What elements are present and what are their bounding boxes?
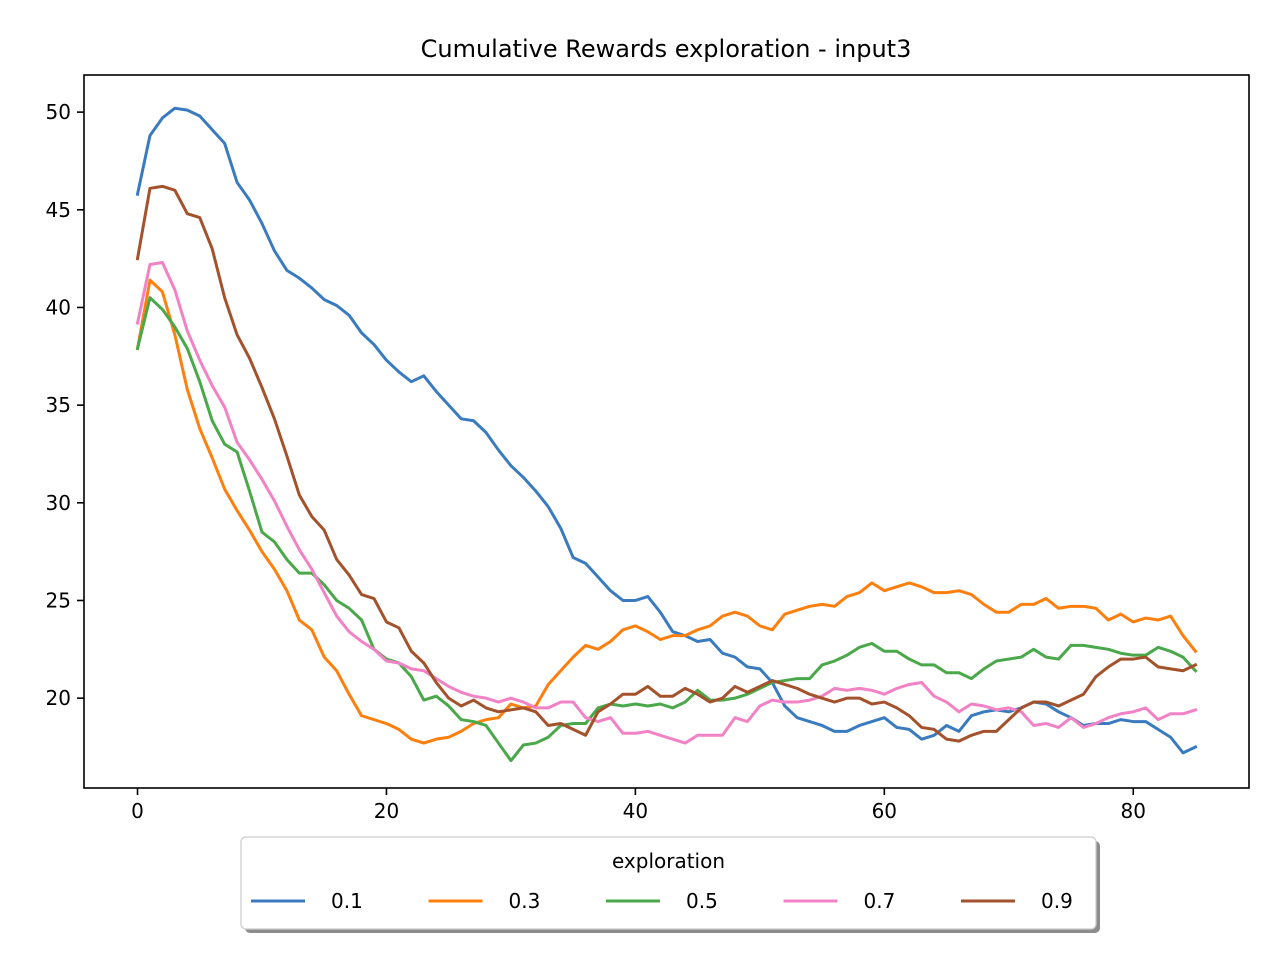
y-tick-label: 20 [46, 686, 71, 710]
x-tick-label: 20 [374, 799, 399, 823]
axes: 0 20 40 60 80 20 25 30 35 40 45 50 [46, 74, 1250, 823]
legend-label-0.5: 0.5 [686, 889, 718, 913]
plot-area [135, 106, 1198, 763]
series-line-0.7 [135, 261, 1198, 745]
y-tick-label: 45 [46, 198, 71, 222]
y-tick-label: 30 [46, 491, 71, 515]
y-tick-label: 50 [46, 100, 71, 124]
series-line-0.5 [135, 296, 1198, 763]
legend-label-0.1: 0.1 [331, 889, 363, 913]
y-tick-label: 35 [46, 393, 71, 417]
x-tick-label: 0 [131, 799, 144, 823]
legend: exploration 0.1 0.3 0.5 0.7 0.9 [240, 836, 1100, 933]
series-line-0.3 [135, 278, 1198, 745]
legend-label-0.7: 0.7 [864, 889, 896, 913]
legend-label-0.3: 0.3 [509, 889, 541, 913]
legend-label-0.9: 0.9 [1041, 889, 1073, 913]
y-tick-label: 40 [46, 295, 71, 319]
series-line-0.9 [135, 184, 1198, 743]
chart-title: Cumulative Rewards exploration - input3 [421, 35, 912, 63]
series-line-0.1 [135, 106, 1198, 755]
x-tick-label: 80 [1121, 799, 1146, 823]
x-tick-label: 60 [872, 799, 897, 823]
legend-title: exploration [612, 849, 725, 873]
legend-box [240, 836, 1097, 930]
plot-frame [83, 74, 1250, 789]
y-tick-label: 25 [46, 588, 71, 612]
x-tick-label: 40 [623, 799, 648, 823]
